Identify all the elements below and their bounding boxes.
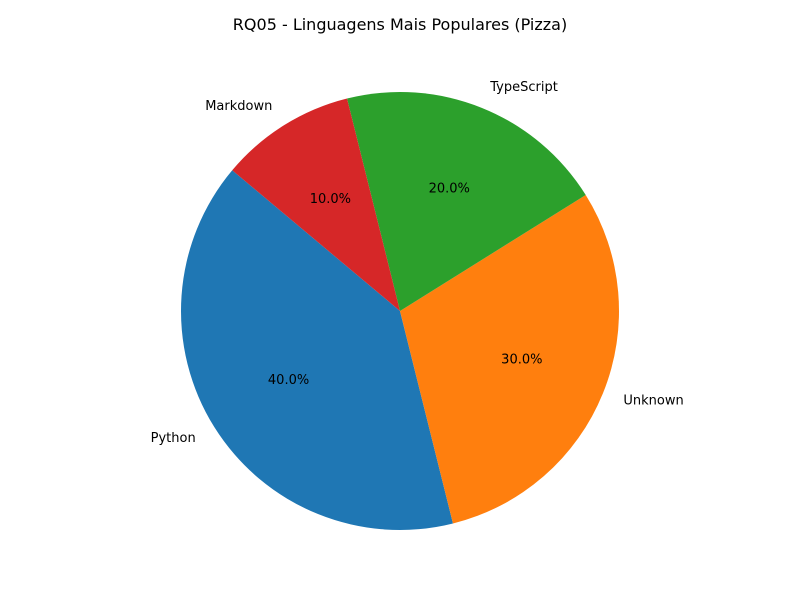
slice-label-python: Python [151,431,196,446]
pie-slice-unknown [400,194,619,524]
pie-slice-typescript [347,92,586,312]
pie-labels: Python 40.0% Unknown 30.0% TypeScript 20.0% Ma… [151,80,684,446]
slice-percent-markdown: 10.0% [310,192,351,207]
slice-percent-unknown: 30.0% [501,353,542,368]
slice-percent-python: 40.0% [268,373,309,388]
slice-percent-typescript: 20.0% [429,182,470,197]
slice-label-unknown: Unknown [623,394,683,409]
slice-label-markdown: Markdown [205,99,272,114]
slice-label-typescript: TypeScript [489,80,558,95]
pie-slice-python [181,170,453,530]
pie-slice-markdown [232,98,400,311]
pie-slices [181,92,619,530]
chart-title: RQ05 - Linguagens Mais Populares (Pizza) [233,15,567,34]
